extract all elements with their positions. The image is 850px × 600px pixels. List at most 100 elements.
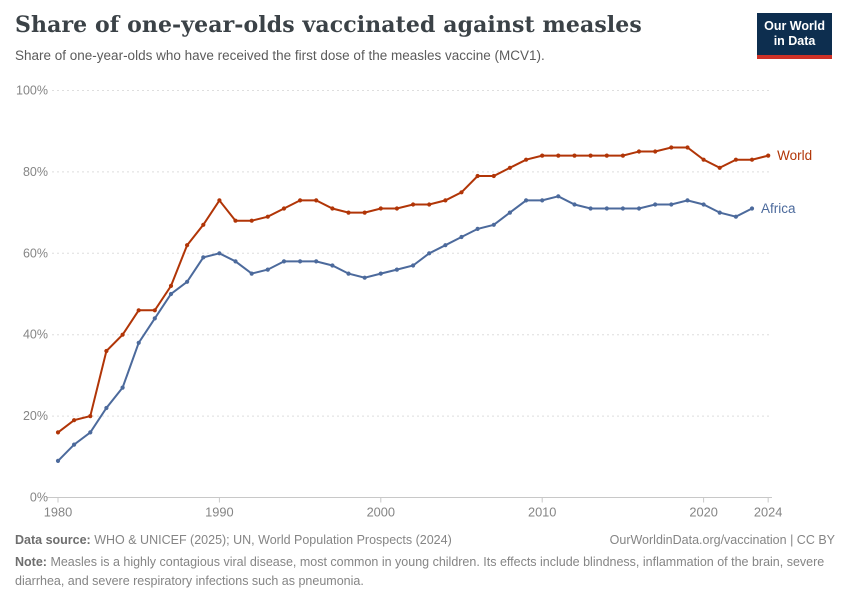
license-link[interactable]: CC BY <box>796 533 835 547</box>
chart-canvas[interactable]: 0% 20% 40% 60% 80% 100% 1980 1990 2000 2010 2020 20… <box>0 75 850 535</box>
world-point-2012[interactable] <box>572 153 577 158</box>
africa-point-2008[interactable] <box>507 210 512 215</box>
africa-point-1985[interactable] <box>136 340 141 345</box>
africa-point-1984[interactable] <box>120 385 125 390</box>
world-point-2022[interactable] <box>733 157 739 162</box>
world-point-2000[interactable] <box>378 206 383 211</box>
world-point-2017[interactable] <box>653 149 658 154</box>
africa-point-1981[interactable] <box>72 442 77 447</box>
world-series-label[interactable]: World <box>777 148 812 163</box>
world-point-1986[interactable] <box>152 308 157 313</box>
owid-link[interactable]: OurWorldinData.org/vaccination <box>609 533 787 547</box>
africa-point-1992[interactable] <box>249 271 254 276</box>
world-point-2021[interactable] <box>717 165 722 170</box>
africa-point-1982[interactable] <box>88 430 93 435</box>
africa-point-2002[interactable] <box>411 263 416 268</box>
africa-point-2013[interactable] <box>588 206 593 211</box>
world-point-2007[interactable] <box>491 173 496 179</box>
world-point-2020[interactable] <box>701 157 706 162</box>
world-point-1989[interactable] <box>201 222 206 227</box>
world-point-1997[interactable] <box>330 206 335 211</box>
africa-point-2023[interactable] <box>749 206 755 211</box>
africa-point-2017[interactable] <box>653 202 658 207</box>
africa-point-2019[interactable] <box>685 198 690 203</box>
africa-point-2018[interactable] <box>669 202 674 207</box>
africa-point-2009[interactable] <box>524 198 529 203</box>
world-point-2014[interactable] <box>604 153 609 158</box>
world-point-1981[interactable] <box>72 418 77 423</box>
africa-point-2003[interactable] <box>427 251 432 256</box>
africa-point-2010[interactable] <box>540 198 545 203</box>
world-point-2002[interactable] <box>411 202 416 207</box>
africa-point-2020[interactable] <box>701 202 706 207</box>
africa-point-1988[interactable] <box>185 279 190 284</box>
world-point-2013[interactable] <box>588 153 593 158</box>
world-point-1980[interactable] <box>55 430 61 435</box>
africa-point-1990[interactable] <box>217 251 222 256</box>
africa-point-1980[interactable] <box>55 458 61 463</box>
africa-point-2016[interactable] <box>636 206 642 211</box>
africa-point-2000[interactable] <box>378 271 383 276</box>
africa-point-2007[interactable] <box>491 222 496 227</box>
world-point-1991[interactable] <box>233 218 238 223</box>
world-point-2018[interactable] <box>669 145 674 150</box>
africa-series-label[interactable]: Africa <box>761 201 796 216</box>
africa-point-1994[interactable] <box>281 259 287 264</box>
africa-point-1983[interactable] <box>104 405 109 411</box>
africa-point-1997[interactable] <box>330 263 335 268</box>
africa-series[interactable] <box>55 194 755 463</box>
africa-point-2001[interactable] <box>394 267 399 272</box>
africa-point-1989[interactable] <box>201 255 206 260</box>
world-point-2010[interactable] <box>540 153 545 158</box>
world-point-1985[interactable] <box>136 308 141 313</box>
world-point-1990[interactable] <box>217 198 222 203</box>
world-point-2015[interactable] <box>620 153 626 158</box>
africa-point-2014[interactable] <box>604 206 609 211</box>
africa-point-2015[interactable] <box>620 206 626 211</box>
world-point-1995[interactable] <box>298 198 303 203</box>
world-point-2004[interactable] <box>443 198 448 203</box>
world-point-1998[interactable] <box>346 210 351 215</box>
world-point-2008[interactable] <box>507 165 512 170</box>
world-point-1987[interactable] <box>168 283 174 288</box>
africa-point-2022[interactable] <box>733 214 739 219</box>
world-point-1992[interactable] <box>249 218 254 223</box>
africa-point-2006[interactable] <box>475 226 480 231</box>
world-point-2023[interactable] <box>749 157 755 162</box>
africa-point-1991[interactable] <box>233 259 238 264</box>
world-point-2003[interactable] <box>427 202 432 207</box>
africa-point-2012[interactable] <box>572 202 577 207</box>
africa-point-1995[interactable] <box>298 259 303 264</box>
world-point-2011[interactable] <box>556 153 561 158</box>
africa-point-2021[interactable] <box>717 210 722 215</box>
africa-point-1987[interactable] <box>168 291 174 297</box>
world-point-2024[interactable] <box>766 153 771 158</box>
world-line[interactable] <box>57 146 769 434</box>
world-point-2005[interactable] <box>459 190 464 195</box>
africa-point-1996[interactable] <box>314 259 319 264</box>
world-point-2009[interactable] <box>524 157 529 162</box>
world-point-2019[interactable] <box>685 145 690 150</box>
world-point-2001[interactable] <box>394 206 399 211</box>
africa-point-1986[interactable] <box>152 316 157 321</box>
y-tick-label-0: 0% <box>30 491 48 505</box>
world-point-1983[interactable] <box>104 348 109 354</box>
africa-point-2004[interactable] <box>443 243 448 248</box>
africa-point-2011[interactable] <box>556 194 561 199</box>
world-point-1996[interactable] <box>314 198 319 203</box>
africa-point-1993[interactable] <box>265 267 270 272</box>
world-point-1994[interactable] <box>281 206 287 211</box>
africa-line[interactable] <box>57 195 753 462</box>
africa-point-1999[interactable] <box>362 275 367 280</box>
world-point-1993[interactable] <box>265 214 270 219</box>
owid-logo[interactable]: Our World in Data <box>757 13 832 59</box>
world-point-1984[interactable] <box>120 332 125 337</box>
africa-point-1998[interactable] <box>346 271 351 276</box>
world-point-2006[interactable] <box>475 173 480 179</box>
world-point-1988[interactable] <box>185 243 190 248</box>
africa-point-2005[interactable] <box>459 234 464 240</box>
world-point-1982[interactable] <box>88 414 93 419</box>
world-series[interactable] <box>55 145 771 435</box>
world-point-1999[interactable] <box>362 210 367 215</box>
world-point-2016[interactable] <box>636 149 642 154</box>
